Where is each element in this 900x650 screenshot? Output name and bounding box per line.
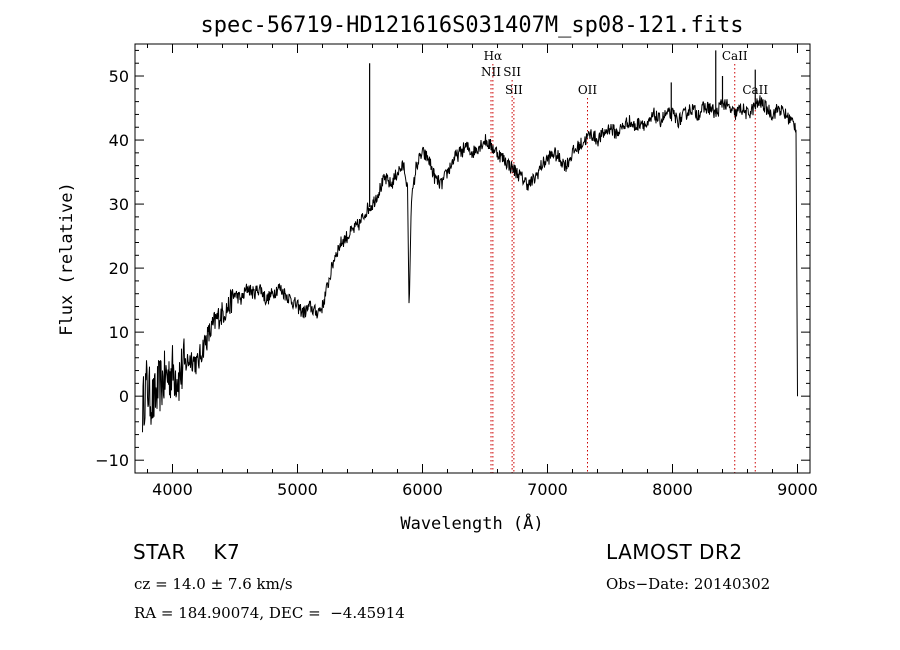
line-label: Hα <box>484 49 503 63</box>
y-axis-label: Flux (relative) <box>57 182 77 336</box>
line-label: CaII <box>722 49 748 63</box>
spectrum-chart: 4000 5000 6000 7000 8000 9000 −10 0 10 20 30 40 50 Hα… <box>57 13 818 534</box>
line-label: CaII <box>742 83 768 97</box>
coords-label: RA = 184.90074, DEC = −4.45914 <box>134 604 405 622</box>
x-tick-label: 8000 <box>652 480 693 499</box>
spectrum-line <box>142 95 798 433</box>
y-tick-label: 20 <box>109 259 129 278</box>
redshift-label: cz = 14.0 ± 7.6 km/s <box>134 575 293 593</box>
x-axis-label: Wavelength (Å) <box>400 512 543 534</box>
y-tick-label: −10 <box>95 451 129 470</box>
line-label: NII <box>481 65 501 79</box>
x-tick-label: 4000 <box>152 480 193 499</box>
chart-title: spec-56719-HD121616S031407M_sp08-121.fit… <box>200 13 743 38</box>
y-tick-label: 50 <box>109 67 129 86</box>
line-label: OII <box>578 83 598 97</box>
obs-date-label: Obs−Date: 20140302 <box>606 575 771 593</box>
x-tick-label: 6000 <box>402 480 443 499</box>
spectrum-svg: 4000 5000 6000 7000 8000 9000 −10 0 10 20 30 40 50 Hα… <box>57 13 818 534</box>
y-tick-label: 0 <box>119 387 129 406</box>
line-label: SII <box>505 83 523 97</box>
y-tick-label: 10 <box>109 323 129 342</box>
x-tick-label: 7000 <box>527 480 568 499</box>
y-tick-label: 30 <box>109 195 129 214</box>
line-label: SII <box>503 65 521 79</box>
survey-label: LAMOST DR2 <box>606 540 743 564</box>
x-tick-label: 5000 <box>277 480 318 499</box>
object-class: STAR K7 <box>133 540 241 564</box>
x-tick-label: 9000 <box>777 480 818 499</box>
y-tick-label: 40 <box>109 131 129 150</box>
